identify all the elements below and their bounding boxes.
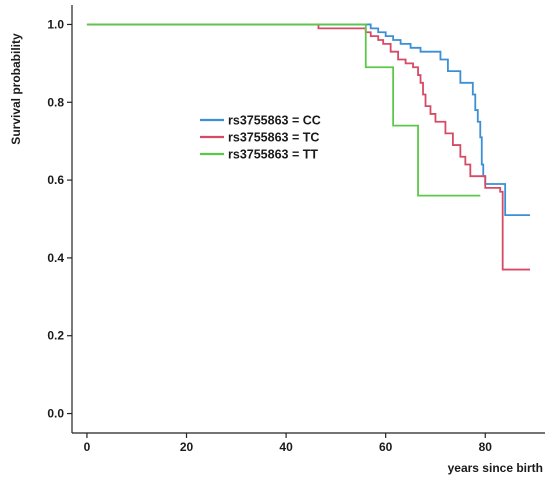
legend: rs3755863 = CC rs3755863 = TC rs3755863 = …: [200, 114, 321, 162]
legend-label: rs3755863 = TT: [228, 148, 318, 162]
axes: [71, 5, 545, 434]
x-tick-label: 60: [379, 440, 393, 454]
series-line-tc: [86, 23, 531, 271]
x-tick-label: 20: [180, 440, 194, 454]
series-line-tt: [86, 23, 481, 197]
y-axis-title: Survival probability: [9, 33, 23, 145]
x-axis-title: years since birth: [448, 461, 543, 475]
series-lines: [86, 23, 531, 271]
y-tick-label: 0.8: [47, 95, 64, 109]
tick-marks: 0 20 40 60 80 0.0 0.2 0.4 0.6 0.8 1.0: [47, 17, 492, 454]
y-tick-label: 0.4: [47, 251, 64, 265]
y-tick-label: 0.2: [47, 329, 64, 343]
x-tick-label: 80: [479, 440, 493, 454]
legend-label: rs3755863 = CC: [228, 114, 321, 128]
legend-label: rs3755863 = TC: [228, 131, 319, 145]
x-tick-label: 0: [84, 440, 91, 454]
y-tick-label: 0.0: [47, 407, 64, 421]
x-tick-label: 40: [279, 440, 293, 454]
y-tick-label: 1.0: [47, 17, 64, 31]
series-line-cc: [86, 23, 531, 217]
y-tick-label: 0.6: [47, 173, 64, 187]
